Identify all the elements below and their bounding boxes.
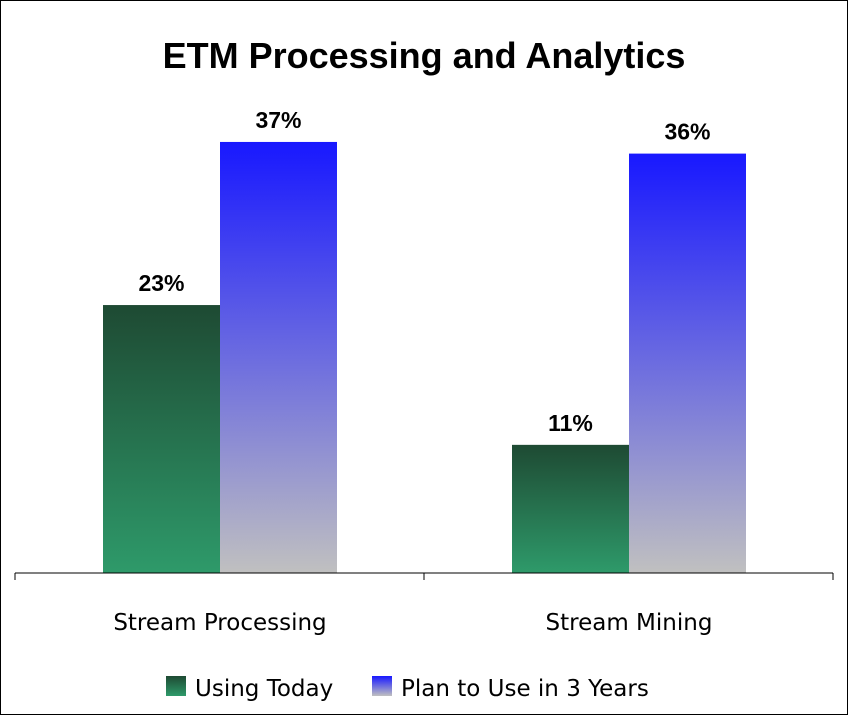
legend: Using Today Plan to Use in 3 Years bbox=[166, 676, 649, 702]
bars-group: 23% 37% 11% 36% bbox=[103, 107, 746, 573]
legend-swatch-using-today bbox=[166, 676, 186, 696]
bar-stream-processing-plan-to-use bbox=[220, 141, 337, 573]
bar-stream-processing-using-today bbox=[103, 305, 220, 573]
legend-label-using-today: Using Today bbox=[195, 676, 333, 702]
data-label-stream-processing-plan-to-use: 37% bbox=[255, 107, 301, 133]
bar-stream-mining-plan-to-use bbox=[629, 153, 746, 573]
bar-stream-mining-using-today bbox=[512, 444, 629, 573]
legend-label-plan-to-use: Plan to Use in 3 Years bbox=[401, 676, 649, 702]
data-label-stream-mining-plan-to-use: 36% bbox=[664, 119, 710, 145]
legend-swatch-plan-to-use bbox=[372, 676, 392, 696]
data-label-stream-mining-using-today: 11% bbox=[548, 410, 593, 436]
category-label-stream-processing: Stream Processing bbox=[113, 610, 326, 636]
chart-title: ETM Processing and Analytics bbox=[163, 35, 686, 76]
category-label-stream-mining: Stream Mining bbox=[546, 610, 713, 636]
data-label-stream-processing-using-today: 23% bbox=[138, 270, 184, 296]
